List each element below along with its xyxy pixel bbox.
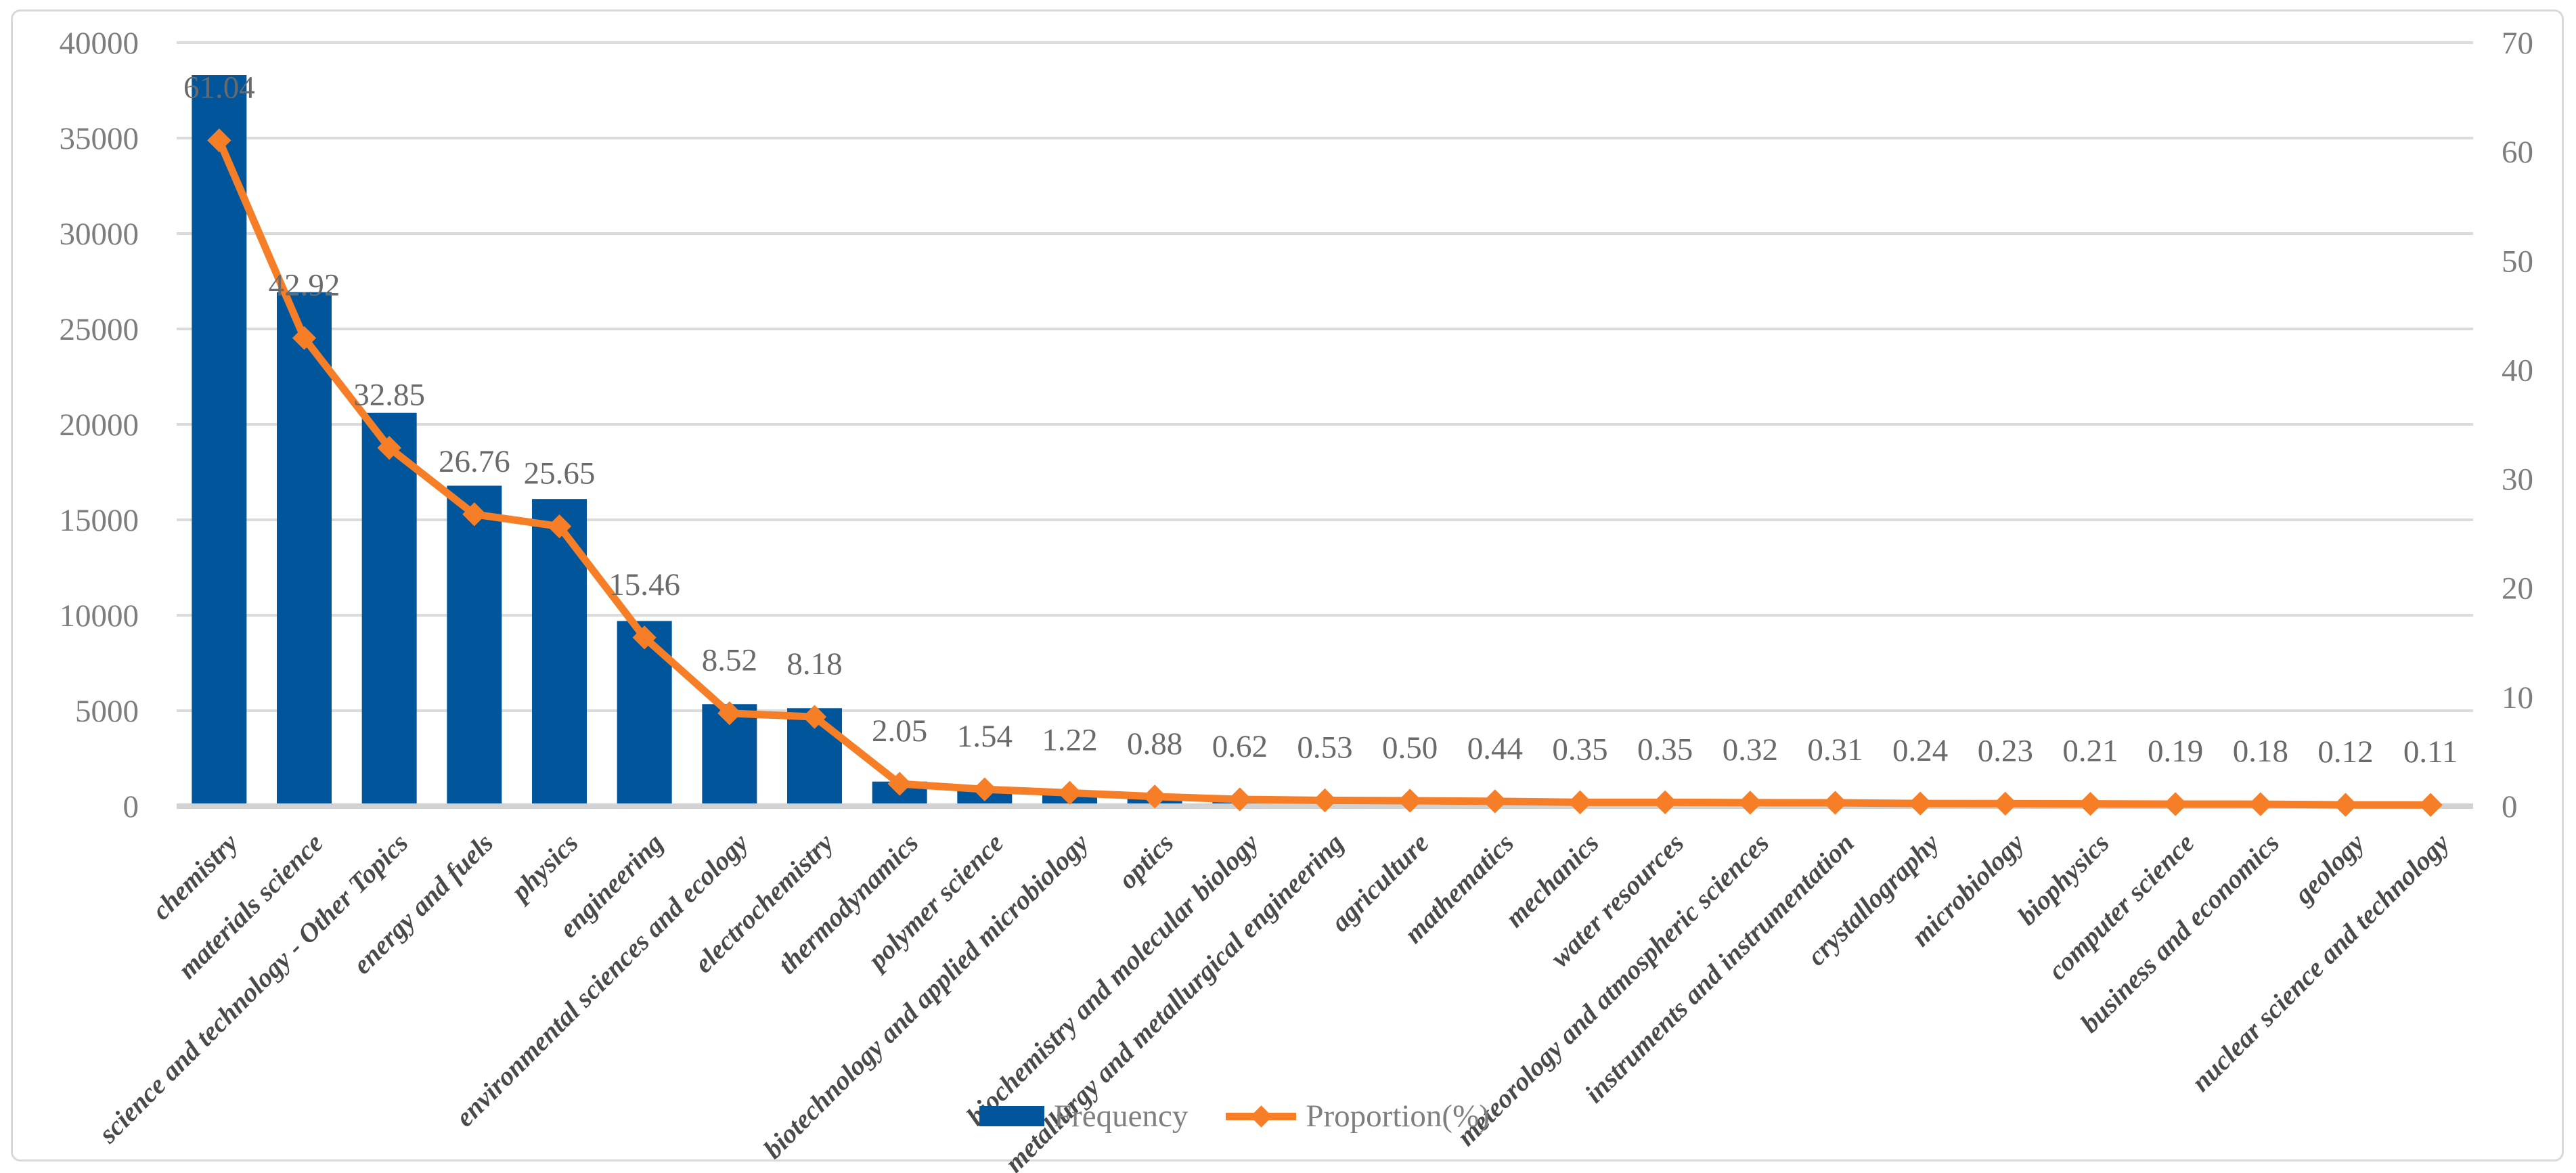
- right-axis-tick-label: 10: [2502, 680, 2533, 715]
- frequency-bar: [277, 292, 332, 807]
- left-axis-tick-label: 40000: [60, 26, 139, 61]
- category-label: optics: [1112, 828, 1179, 895]
- left-axis-tick-label: 20000: [60, 407, 139, 443]
- data-label: 1.22: [1042, 722, 1097, 757]
- left-axis-tick-label: 0: [123, 789, 139, 824]
- frequency-bar: [361, 412, 417, 806]
- data-label: 0.44: [1467, 731, 1523, 766]
- data-label: 0.31: [1807, 732, 1863, 768]
- data-label: 0.23: [1978, 733, 2033, 768]
- category-label: computer science: [2042, 828, 2200, 986]
- proportion-marker: [1653, 790, 1677, 815]
- category-label: meteorology and atmospheric sciences: [1450, 828, 1775, 1152]
- data-label: 0.12: [2317, 734, 2373, 770]
- data-label: 0.24: [1892, 733, 1948, 768]
- right-axis-tick-label: 60: [2502, 135, 2533, 170]
- left-axis-tick-label: 35000: [60, 121, 139, 156]
- data-label: 0.35: [1552, 732, 1607, 767]
- data-label: 8.18: [786, 646, 842, 682]
- proportion-marker: [717, 701, 742, 726]
- proportion-marker: [1568, 790, 1593, 815]
- proportion-marker: [1312, 788, 1337, 813]
- proportion-marker: [973, 777, 997, 801]
- proportion-marker: [1398, 789, 1422, 813]
- data-label: 15.46: [608, 567, 680, 602]
- right-axis-tick-label: 0: [2502, 789, 2518, 824]
- data-label: 0.21: [2062, 734, 2118, 769]
- frequency-bar: [447, 485, 502, 806]
- proportion-marker: [2078, 791, 2103, 816]
- proportion-marker: [1228, 787, 1252, 812]
- data-label: 8.52: [702, 643, 757, 678]
- left-axis-tick-label: 30000: [60, 217, 139, 252]
- data-label: 26.76: [439, 444, 510, 479]
- legend: Frequency Proportion(%): [979, 1095, 1490, 1137]
- data-label: 0.88: [1127, 726, 1182, 761]
- category-label: physics: [504, 828, 584, 908]
- proportion-marker: [2248, 792, 2273, 816]
- proportion-marker: [462, 502, 487, 527]
- proportion-marker: [1823, 791, 1848, 815]
- proportion-marker: [887, 772, 912, 796]
- right-axis-tick-label: 70: [2502, 26, 2533, 61]
- frequency-legend-swatch: [979, 1106, 1044, 1126]
- proportion-marker: [632, 625, 657, 650]
- proportion-marker: [377, 435, 401, 460]
- data-label: 32.85: [353, 378, 425, 413]
- proportion-marker: [1908, 791, 1932, 816]
- data-label: 1.54: [957, 719, 1013, 754]
- right-axis-tick-label: 40: [2502, 353, 2533, 388]
- data-label: 2.05: [872, 713, 927, 749]
- data-label: 0.32: [1723, 732, 1778, 768]
- right-axis-tick-label: 30: [2502, 462, 2533, 497]
- data-label: 0.50: [1382, 730, 1438, 766]
- data-label: 0.53: [1297, 730, 1352, 765]
- proportion-legend-diamond-icon: [1250, 1105, 1273, 1128]
- frequency-bar: [192, 75, 247, 806]
- data-label: 25.65: [524, 456, 596, 491]
- category-label: geology: [2288, 827, 2370, 910]
- proportion-marker: [292, 326, 317, 351]
- data-label: 61.04: [183, 70, 255, 105]
- proportion-legend-line-icon: [1226, 1105, 1297, 1128]
- proportion-marker: [1057, 780, 1082, 805]
- frequency-bar: [532, 499, 587, 806]
- frequency-legend-label: Frequency: [1054, 1098, 1189, 1134]
- left-axis-tick-label: 15000: [60, 503, 139, 538]
- proportion-marker: [2163, 792, 2188, 816]
- left-axis-tick-label: 25000: [60, 312, 139, 347]
- left-axis-tick-label: 10000: [60, 598, 139, 634]
- right-axis-tick-label: 50: [2502, 244, 2533, 279]
- category-label: science and technology - Other Topics: [92, 828, 414, 1149]
- data-label: 0.35: [1637, 732, 1693, 767]
- data-label: 0.19: [2148, 734, 2203, 769]
- data-label: 0.18: [2233, 734, 2288, 769]
- proportion-marker: [1738, 791, 1762, 815]
- chart-border: [11, 9, 2564, 1161]
- right-axis-tick-label: 20: [2502, 571, 2533, 606]
- proportion-marker: [2418, 793, 2443, 817]
- proportion-marker: [1483, 789, 1507, 814]
- proportion-legend-label: Proportion(%): [1306, 1098, 1490, 1134]
- proportion-marker: [2333, 793, 2358, 817]
- left-axis-tick-label: 5000: [75, 694, 139, 729]
- data-label: 42.92: [269, 267, 340, 303]
- proportion-marker: [1142, 784, 1167, 809]
- proportion-marker: [802, 705, 827, 729]
- category-label: materials science: [172, 828, 329, 985]
- proportion-marker: [1993, 791, 2018, 816]
- proportion-marker: [547, 514, 572, 539]
- data-label: 0.11: [2403, 734, 2458, 770]
- proportion-marker: [207, 128, 231, 153]
- data-label: 0.62: [1212, 729, 1268, 764]
